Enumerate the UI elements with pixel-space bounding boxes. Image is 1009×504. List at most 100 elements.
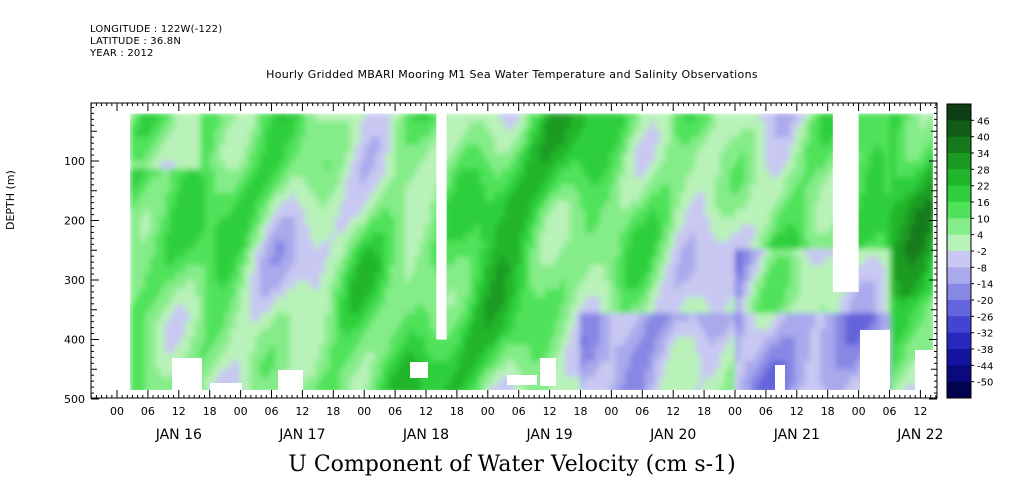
field-cell: [450, 345, 456, 354]
field-cell: [500, 169, 506, 178]
field-cell: [185, 209, 191, 218]
field-cell: [570, 313, 576, 322]
field-cell: [515, 145, 521, 154]
field-cell: [710, 129, 716, 138]
field-cell: [650, 137, 656, 146]
field-cell: [765, 169, 771, 178]
field-cell: [280, 337, 286, 346]
field-cell: [215, 185, 221, 194]
field-cell: [885, 153, 891, 162]
field-cell: [625, 257, 631, 266]
field-cell: [615, 177, 621, 186]
field-cell: [620, 217, 626, 226]
field-cell: [895, 273, 901, 282]
field-cell: [740, 329, 746, 338]
field-cell: [495, 353, 501, 362]
field-cell: [760, 169, 766, 178]
field-cell: [760, 281, 766, 290]
field-cell: [130, 273, 136, 282]
field-cell: [280, 113, 286, 122]
field-cell: [210, 353, 216, 362]
field-cell: [665, 329, 671, 338]
field-cell: [390, 129, 396, 138]
field-cell: [430, 289, 436, 298]
field-cell: [270, 129, 276, 138]
field-cell: [570, 233, 576, 242]
field-cell: [375, 353, 381, 362]
field-cell: [375, 337, 381, 346]
field-cell: [295, 185, 301, 194]
field-cell: [175, 193, 181, 202]
field-cell: [455, 249, 461, 258]
field-cell: [705, 225, 711, 234]
field-cell: [870, 233, 876, 242]
field-cell: [905, 273, 911, 282]
field-cell: [740, 265, 746, 274]
field-cell: [295, 273, 301, 282]
field-cell: [800, 225, 806, 234]
field-cell: [155, 137, 161, 146]
field-cell: [725, 345, 731, 354]
field-cell: [560, 217, 566, 226]
field-cell: [540, 273, 546, 282]
field-cell: [540, 257, 546, 266]
field-cell: [715, 305, 721, 314]
field-cell: [805, 337, 811, 346]
field-cell: [130, 281, 136, 290]
field-cell: [370, 337, 376, 346]
field-cell: [750, 337, 756, 346]
field-cell: [580, 233, 586, 242]
field-cell: [195, 345, 201, 354]
field-cell: [355, 353, 361, 362]
field-cell: [135, 153, 141, 162]
field-cell: [905, 265, 911, 274]
field-cell: [420, 121, 426, 130]
field-cell: [280, 177, 286, 186]
field-cell: [810, 329, 816, 338]
field-cell: [240, 241, 246, 250]
field-cell: [485, 177, 491, 186]
field-cell: [805, 305, 811, 314]
field-cell: [520, 281, 526, 290]
field-cell: [570, 169, 576, 178]
field-cell: [325, 297, 331, 306]
field-cell: [470, 121, 476, 130]
field-cell: [840, 345, 846, 354]
field-cell: [260, 153, 266, 162]
field-cell: [630, 305, 636, 314]
field-cell: [545, 249, 551, 258]
field-cell: [595, 321, 601, 330]
field-cell: [560, 337, 566, 346]
field-cell: [225, 305, 231, 314]
field-cell: [510, 345, 516, 354]
field-cell: [885, 201, 891, 210]
field-cell: [325, 257, 331, 266]
field-cell: [205, 137, 211, 146]
field-cell: [740, 137, 746, 146]
field-cell: [710, 281, 716, 290]
field-cell: [740, 193, 746, 202]
field-cell: [470, 305, 476, 314]
field-cell: [795, 201, 801, 210]
field-cell: [910, 137, 916, 146]
field-cell: [510, 233, 516, 242]
field-cell: [205, 321, 211, 330]
field-cell: [430, 337, 436, 346]
field-cell: [620, 201, 626, 210]
field-cell: [475, 209, 481, 218]
field-cell: [675, 329, 681, 338]
field-cell: [320, 193, 326, 202]
field-cell: [155, 153, 161, 162]
field-cell: [685, 169, 691, 178]
field-cell: [580, 193, 586, 202]
field-cell: [365, 225, 371, 234]
field-cell: [425, 161, 431, 170]
field-cell: [585, 113, 591, 122]
field-cell: [770, 297, 776, 306]
field-cell: [355, 209, 361, 218]
field-cell: [420, 297, 426, 306]
field-cell: [165, 241, 171, 250]
field-cell: [380, 353, 386, 362]
field-cell: [355, 321, 361, 330]
field-cell: [550, 193, 556, 202]
